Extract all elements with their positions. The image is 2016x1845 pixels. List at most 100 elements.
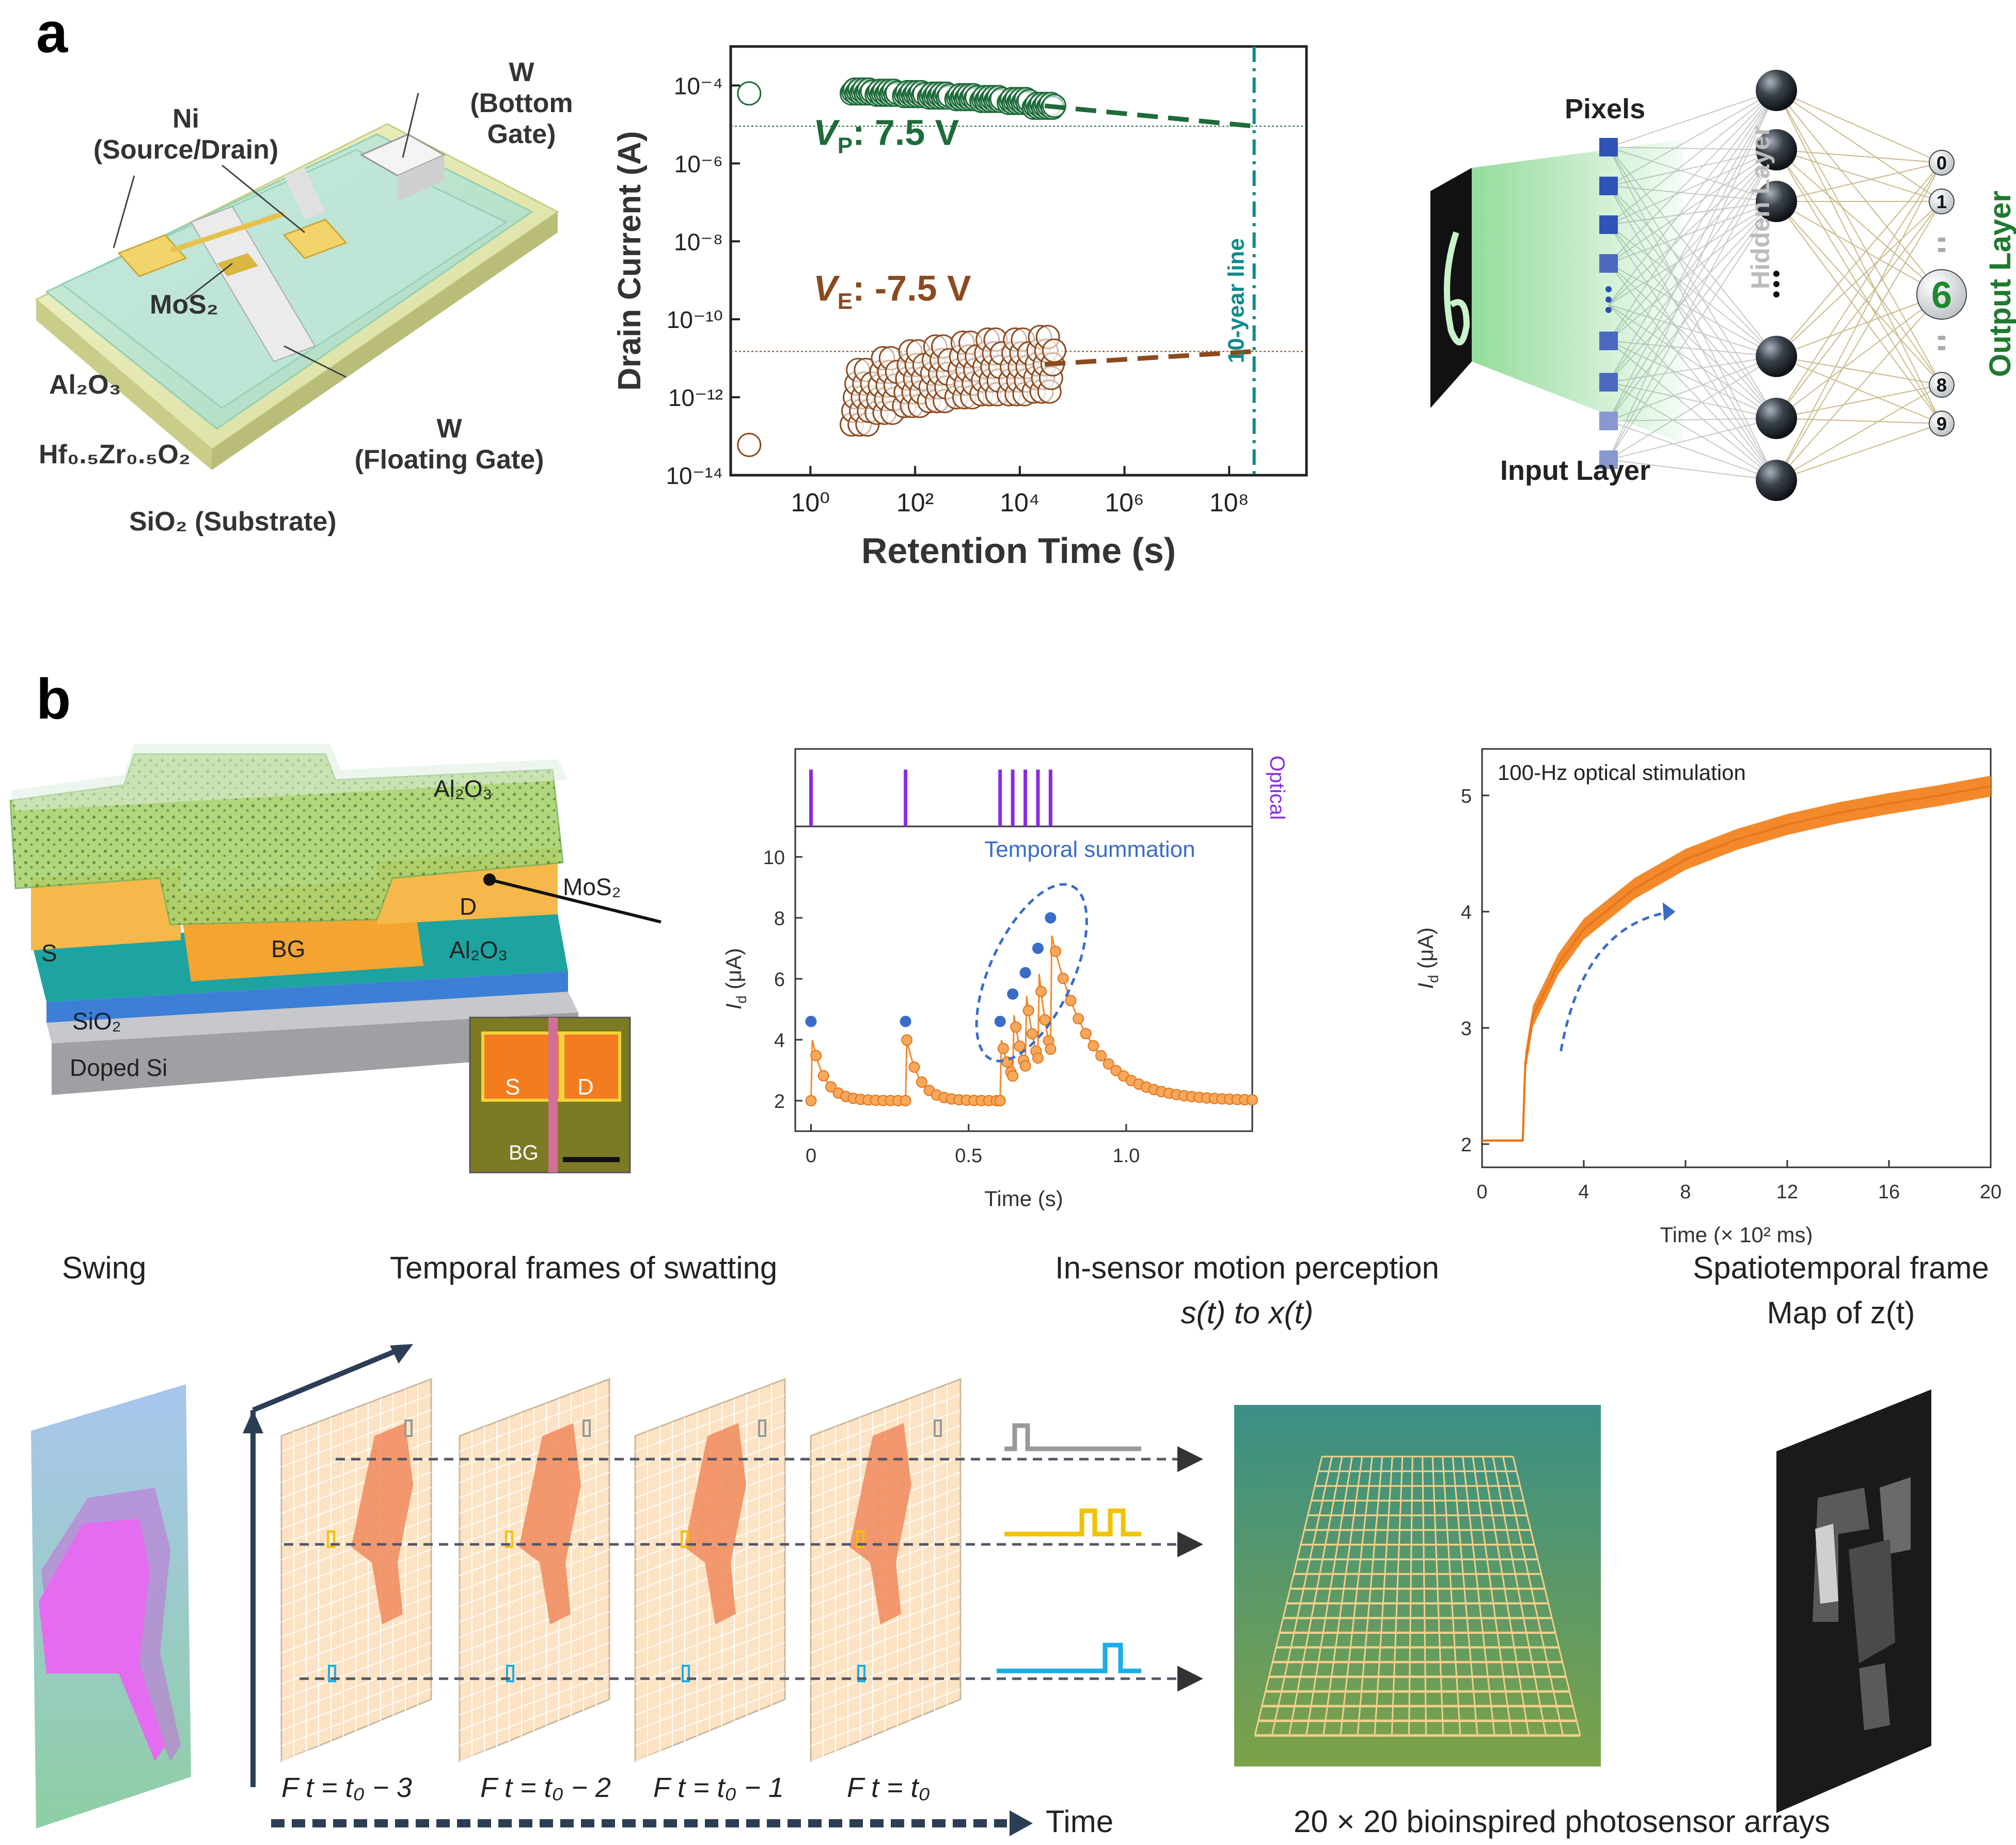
nn-edge bbox=[1776, 201, 1942, 419]
trace-point bbox=[1095, 1050, 1107, 1061]
input-pixel-node bbox=[1599, 138, 1618, 157]
plot-frame bbox=[729, 45, 1308, 477]
trace-point bbox=[1010, 1021, 1022, 1033]
label-time-axis: Time bbox=[1046, 1804, 1114, 1839]
hidden-node bbox=[1756, 129, 1797, 170]
frame-label-t0: F t = t₀ bbox=[847, 1772, 931, 1803]
pixel-marker-yellow bbox=[505, 1530, 513, 1548]
temporal-frame-2 bbox=[634, 1378, 786, 1763]
hidden-node bbox=[1756, 460, 1797, 501]
trace-point bbox=[901, 1034, 913, 1046]
trend-arrowhead bbox=[1662, 902, 1676, 921]
trace-point bbox=[1080, 1028, 1092, 1040]
digit-six-glyph bbox=[1444, 231, 1470, 346]
x-tick-label: 4 bbox=[1578, 1181, 1589, 1203]
nn-edge bbox=[1776, 418, 1942, 424]
optical-stimulation-chart: 2 3 4 5 0 4 8 12 16 20 Time (× 10² ms) Id (μA) 100-H… bbox=[1413, 748, 2002, 1245]
frame-label-t0-minus-3: F t = t₀ − 3 bbox=[281, 1772, 412, 1803]
input-pixel-node bbox=[1599, 412, 1618, 430]
series-label-1: VE: -7.5 V bbox=[813, 268, 971, 314]
label-al2o3-side: Al₂O₃ bbox=[449, 936, 508, 963]
inset-label-bg: BG bbox=[509, 1142, 539, 1164]
nn-edge bbox=[1776, 149, 1942, 202]
nn-edge bbox=[1776, 90, 1942, 163]
peak-marker bbox=[1032, 943, 1044, 954]
x-tick-label: 1.0 bbox=[1112, 1145, 1140, 1167]
y-tick-label: 10⁻¹⁴ bbox=[666, 462, 723, 489]
array-column-line bbox=[1462, 1456, 1495, 1736]
caption-spatiotemporal: Spatiotemporal frame Map of z(t) bbox=[1693, 1250, 1989, 1330]
array-column-line bbox=[1492, 1456, 1547, 1736]
output-ellipsis-dot bbox=[1938, 238, 1945, 242]
trace-point bbox=[1102, 1058, 1114, 1070]
input-pixel-node bbox=[1599, 254, 1618, 273]
output-node bbox=[1929, 372, 1955, 398]
caption-in-sensor: In-sensor motion perception s(t) to x(t) bbox=[1055, 1250, 1439, 1330]
spatiotemporal-map bbox=[1776, 1389, 1931, 1813]
array-column-line bbox=[1357, 1456, 1383, 1736]
inset-label-d: D bbox=[577, 1074, 594, 1100]
y-axis-label: Id (μA) bbox=[1413, 927, 1441, 989]
nn-edge bbox=[1776, 384, 1942, 419]
array-column-line bbox=[1322, 1456, 1363, 1736]
trace-point bbox=[1022, 1005, 1034, 1017]
neural-network-diagram: 0 1 6 8 9 bbox=[1430, 70, 1967, 501]
y-tick-label: 5 bbox=[1461, 786, 1472, 807]
nn-edge bbox=[1776, 162, 1942, 202]
current-trace bbox=[1482, 785, 1991, 1142]
x-tick-label: 0.5 bbox=[955, 1145, 982, 1167]
photosensor-array-photo bbox=[1234, 1405, 1601, 1766]
array-column-line bbox=[1452, 1456, 1478, 1736]
plot-frame bbox=[794, 825, 1253, 1132]
output-ellipsis-dot bbox=[1938, 346, 1945, 350]
data-point bbox=[737, 81, 762, 106]
trace-point bbox=[1110, 1065, 1122, 1076]
peak-marker bbox=[1019, 967, 1031, 979]
trace-point bbox=[1014, 1040, 1026, 1052]
temporal-summation-chart: Optical 2 4 6 8 10 0 0.5 1.0 Time (s) Id (μA) Tempo… bbox=[721, 748, 1288, 1211]
signal-yellow bbox=[1004, 1508, 1141, 1537]
trace-point bbox=[1035, 986, 1047, 997]
y-tick-label: 10⁻⁴ bbox=[674, 72, 723, 99]
y-tick-label: 2 bbox=[774, 1091, 785, 1113]
temporal-frame-0 bbox=[280, 1378, 432, 1763]
array-column-line bbox=[1305, 1456, 1353, 1736]
summation-ellipse bbox=[975, 883, 1088, 1062]
label-mos2: MoS₂ bbox=[150, 290, 218, 320]
array-column-line bbox=[1442, 1456, 1461, 1736]
label-bottom-gate: BG bbox=[271, 935, 306, 962]
trace-point bbox=[817, 1070, 829, 1082]
current-trace bbox=[810, 935, 1253, 1102]
x-axis-label: Retention Time (s) bbox=[861, 530, 1176, 571]
y-axis-label: Id (μA) bbox=[721, 948, 749, 1009]
array-column-line bbox=[1472, 1456, 1513, 1736]
label-hzo: Hf₀.₅Zr₀.₅O₂ bbox=[39, 440, 191, 470]
caption-photosensor-arrays: 20 × 20 bioinspired photosensor arrays bbox=[1294, 1804, 1830, 1839]
caption-swing: Swing bbox=[62, 1250, 147, 1285]
hidden-ellipsis-dot bbox=[1773, 271, 1779, 277]
floating-gate-device-illustration bbox=[35, 92, 559, 470]
y-tick-label: 4 bbox=[1461, 902, 1472, 924]
label-w-bottom-gate: W (Bottom Gate) bbox=[470, 57, 573, 149]
y-tick-label: 3 bbox=[1461, 1018, 1472, 1040]
output-label-8: 8 bbox=[1936, 374, 1947, 396]
x-tick-label: 16 bbox=[1878, 1181, 1900, 1203]
array-column-line bbox=[1340, 1456, 1373, 1736]
x-tick-label: 0 bbox=[806, 1145, 816, 1167]
nn-edge bbox=[1776, 294, 1942, 357]
nn-edge bbox=[1776, 356, 1942, 385]
y-tick-label: 10 bbox=[763, 847, 785, 869]
x-tick-label: 10⁴ bbox=[1000, 488, 1040, 517]
hidden-ellipsis-dot bbox=[1773, 281, 1779, 287]
x-tick-label: 10⁰ bbox=[791, 488, 830, 517]
x-tick-label: 10² bbox=[896, 488, 934, 517]
trace-point bbox=[1026, 1028, 1038, 1040]
trace-point bbox=[1057, 973, 1069, 984]
output-label-1: 1 bbox=[1936, 191, 1947, 212]
nn-edge bbox=[1776, 90, 1942, 295]
trace-point bbox=[1050, 945, 1062, 957]
label-drain: D bbox=[460, 893, 477, 920]
nn-edge bbox=[1608, 418, 1777, 460]
label-source: S bbox=[41, 940, 57, 966]
nn-edge bbox=[1776, 201, 1942, 357]
